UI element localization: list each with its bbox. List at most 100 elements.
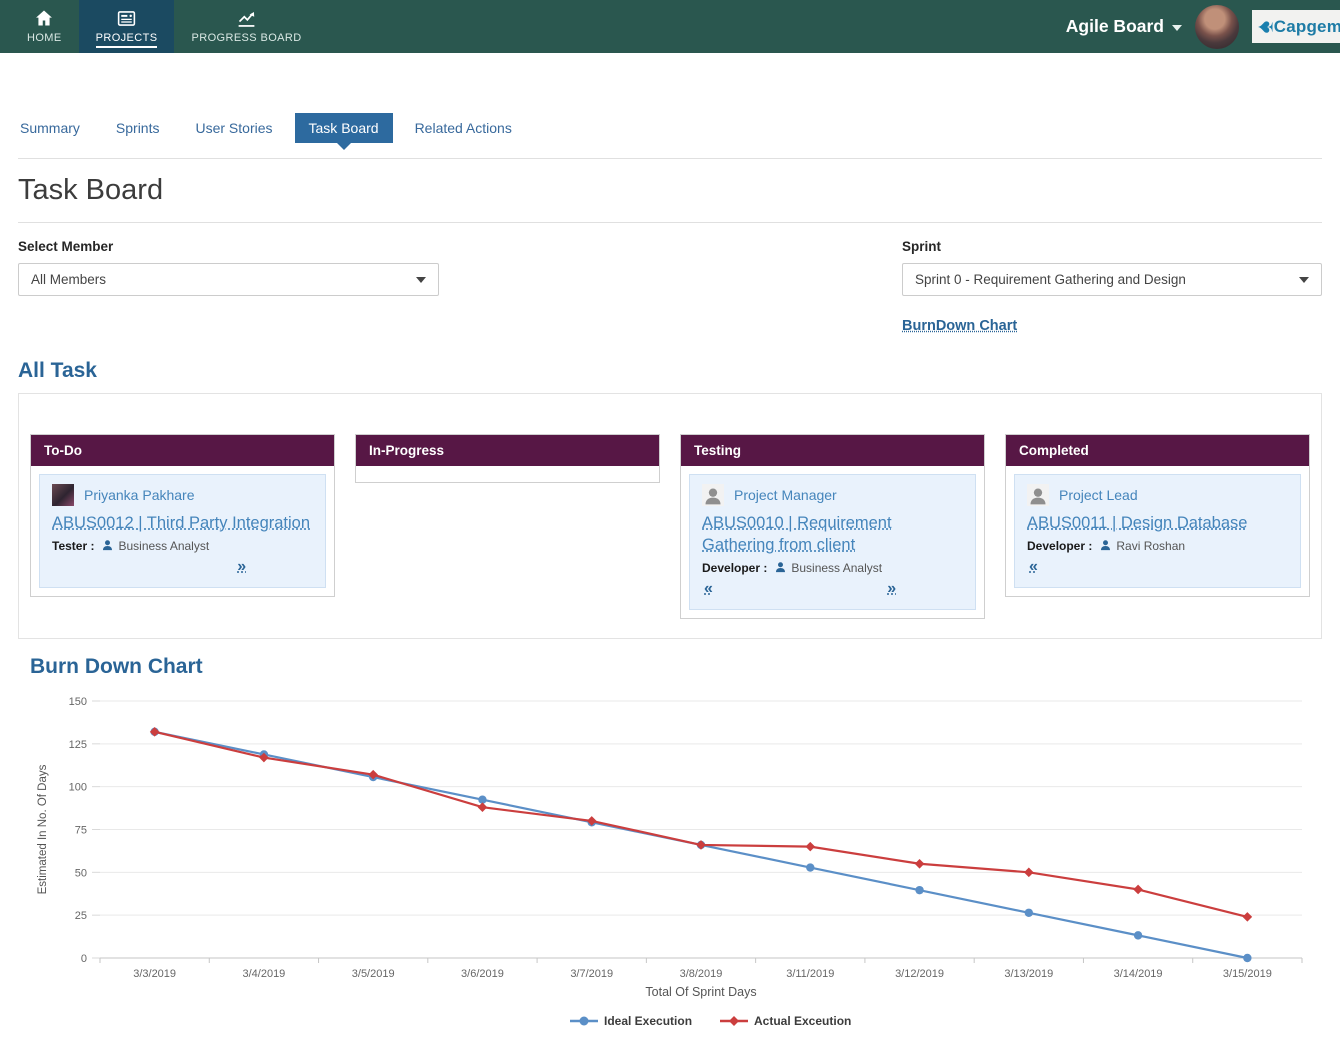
column-body xyxy=(356,466,659,482)
task-card: Project Lead ABUS0011 | Design Database De… xyxy=(1014,474,1301,588)
active-tab-caret xyxy=(336,143,351,150)
sprint-filter: Sprint Sprint 0 - Requirement Gathering … xyxy=(902,239,1322,335)
assignee-name: Project Lead xyxy=(1059,487,1138,503)
nav-item-home[interactable]: HOME xyxy=(10,0,79,53)
divider xyxy=(18,222,1322,223)
board-switcher[interactable]: Agile Board xyxy=(1066,16,1182,37)
assignee-photo xyxy=(52,484,74,506)
svg-text:Estimated In No. Of Days: Estimated In No. Of Days xyxy=(37,764,49,894)
filters-row: Select Member All Members Sprint Sprint … xyxy=(18,239,1322,335)
svg-text:3/4/2019: 3/4/2019 xyxy=(242,968,285,980)
move-previous-chevron[interactable]: « xyxy=(1029,557,1038,575)
assignee-placeholder-icon xyxy=(1027,484,1049,506)
assignee-placeholder-icon xyxy=(702,484,724,506)
person-icon xyxy=(774,561,787,574)
task-card: Priyanka Pakhare ABUS0012 | Third Party I… xyxy=(39,474,326,588)
sprint-select[interactable]: Sprint 0 - Requirement Gathering and Des… xyxy=(902,263,1322,296)
svg-text:3/6/2019: 3/6/2019 xyxy=(461,968,504,980)
svg-text:3/5/2019: 3/5/2019 xyxy=(352,968,395,980)
navbar-right: Agile Board ♠ Capgemini xyxy=(1066,0,1340,53)
svg-text:Total Of Sprint Days: Total Of Sprint Days xyxy=(645,985,756,999)
progress-chart-icon xyxy=(236,7,257,29)
top-navbar: HOME PROJECTS PROGRESS BOARD Agile Board ♠… xyxy=(0,0,1340,53)
column-header: To-Do xyxy=(31,435,334,466)
move-next-chevron[interactable]: » xyxy=(887,579,897,597)
svg-text:3/12/2019: 3/12/2019 xyxy=(895,968,944,980)
board-column-to-do: To-Do Priyanka Pakhare ABUS0012 | Third Pa… xyxy=(30,434,335,597)
svg-text:0: 0 xyxy=(81,953,87,965)
role-value: Business Analyst xyxy=(791,560,883,575)
all-task-heading: All Task xyxy=(18,359,97,382)
svg-text:25: 25 xyxy=(75,910,87,922)
column-header: Testing xyxy=(681,435,984,466)
tab-sprints[interactable]: Sprints xyxy=(115,120,160,136)
svg-text:75: 75 xyxy=(75,824,87,836)
burndown-chart-link[interactable]: BurnDown Chart xyxy=(902,318,1018,334)
column-header: Completed xyxy=(1006,435,1309,466)
role-value: Business Analyst xyxy=(118,538,210,553)
assignee-name: Priyanka Pakhare xyxy=(84,487,195,503)
svg-text:3/8/2019: 3/8/2019 xyxy=(680,968,723,980)
person-icon xyxy=(101,539,114,552)
column-body: Project Lead ABUS0011 | Design Database De… xyxy=(1006,466,1309,596)
dropdown-caret-icon xyxy=(1299,276,1309,283)
move-next-chevron[interactable]: » xyxy=(237,557,247,575)
dropdown-caret-icon xyxy=(416,276,426,283)
assignee-name: Project Manager xyxy=(734,487,837,503)
member-filter: Select Member All Members xyxy=(18,239,439,335)
person-icon xyxy=(1099,539,1112,552)
projects-icon xyxy=(116,7,137,29)
role-label: Tester : xyxy=(52,538,95,553)
tab-summary[interactable]: Summary xyxy=(20,120,80,136)
sprint-filter-label: Sprint xyxy=(902,239,941,254)
svg-text:150: 150 xyxy=(69,696,87,708)
home-icon xyxy=(34,7,54,29)
move-previous-chevron[interactable]: « xyxy=(704,579,713,597)
tab-task-board[interactable]: Task Board xyxy=(294,113,393,150)
card-move-controls: « xyxy=(1027,557,1288,583)
nav-item-label: PROGRESS BOARD xyxy=(191,32,302,44)
page-title: Task Board xyxy=(18,174,164,206)
card-move-controls: «» xyxy=(702,579,963,605)
svg-text:3/3/2019: 3/3/2019 xyxy=(133,968,176,980)
member-select-value: All Members xyxy=(31,272,107,287)
logo-text: Capgemini xyxy=(1273,16,1340,36)
nav-item-projects[interactable]: PROJECTS xyxy=(78,0,175,53)
task-card: Project Manager ABUS0010 | Requirement Ga… xyxy=(689,474,976,610)
svg-text:50: 50 xyxy=(75,867,87,879)
divider xyxy=(18,158,1322,159)
burndown-chart: 0 25 50 75 100 125 150 3/3/2019 3/4/2019 3/5/2019… xyxy=(37,696,1303,1028)
svg-text:3/13/2019: 3/13/2019 xyxy=(1004,968,1053,980)
chevron-down-icon xyxy=(1172,25,1182,31)
nav-item-label: HOME xyxy=(27,32,62,44)
column-body: Project Manager ABUS0010 | Requirement Ga… xyxy=(681,466,984,618)
nav-item-progress-board[interactable]: PROGRESS BOARD xyxy=(174,0,318,53)
tab-user-stories[interactable]: User Stories xyxy=(195,120,273,136)
project-tabs: Summary Sprints User Stories Task Board Rela… xyxy=(6,113,1322,150)
role-value: Ravi Roshan xyxy=(1116,538,1186,553)
card-move-controls: » xyxy=(52,557,313,583)
svg-text:Actual Exceution: Actual Exceution xyxy=(754,1014,851,1028)
burndown-heading: Burn Down Chart xyxy=(30,654,203,678)
board-column-completed: Completed Project Lead ABUS0011 | Design D… xyxy=(1005,434,1310,597)
svg-text:3/7/2019: 3/7/2019 xyxy=(570,968,613,980)
capgemini-logo: ♠ Capgemini xyxy=(1252,10,1340,43)
svg-text:3/11/2019: 3/11/2019 xyxy=(786,968,834,980)
task-link[interactable]: ABUS0010 | Requirement Gathering from cl… xyxy=(702,514,892,554)
column-body: Priyanka Pakhare ABUS0012 | Third Party I… xyxy=(31,466,334,596)
task-link[interactable]: ABUS0012 | Third Party Integration xyxy=(52,514,311,532)
role-label: Developer : xyxy=(1027,538,1093,553)
role-label: Developer : xyxy=(702,560,768,575)
task-link[interactable]: ABUS0011 | Design Database xyxy=(1027,514,1248,532)
spade-icon: ♠ xyxy=(1252,20,1279,33)
member-filter-label: Select Member xyxy=(18,239,114,254)
nav-item-label: PROJECTS xyxy=(95,32,158,48)
primary-nav: HOME PROJECTS PROGRESS BOARD xyxy=(10,0,319,53)
svg-text:125: 125 xyxy=(69,738,87,750)
svg-text:3/15/2019: 3/15/2019 xyxy=(1223,968,1272,980)
tab-related-actions[interactable]: Related Actions xyxy=(414,120,512,136)
board-switcher-label: Agile Board xyxy=(1065,16,1164,36)
user-avatar[interactable] xyxy=(1195,4,1239,49)
member-select[interactable]: All Members xyxy=(18,263,439,296)
